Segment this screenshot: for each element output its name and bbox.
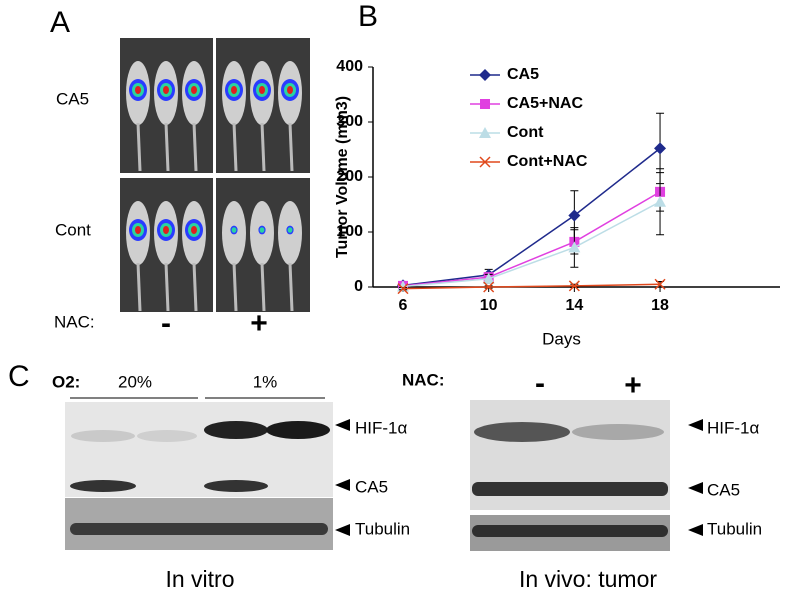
- band-label: Tubulin: [707, 519, 762, 538]
- panel-label: B: [358, 0, 378, 33]
- mouse-tail: [136, 122, 142, 172]
- legend-label: Cont+NAC: [507, 153, 588, 170]
- mouse-tail: [260, 262, 266, 312]
- legend-label: Cont: [507, 124, 544, 141]
- legend-marker: [480, 99, 490, 109]
- nac-value: -: [161, 307, 171, 340]
- mouse-tail: [192, 262, 198, 312]
- condition-label: NAC:: [402, 370, 445, 389]
- band-label: HIF-1α: [707, 418, 760, 437]
- signal: [135, 86, 141, 94]
- marker: [483, 281, 495, 293]
- nac-label: NAC:: [54, 312, 95, 331]
- mouse-tail: [232, 122, 238, 172]
- series-line: [402, 191, 661, 287]
- marker: [568, 280, 580, 292]
- legend-label: CA5: [507, 66, 539, 83]
- mouse-tail: [260, 122, 266, 172]
- arrows: [335, 419, 703, 536]
- signal: [163, 86, 169, 94]
- condition: -: [535, 367, 545, 400]
- row-label: Cont: [55, 220, 91, 239]
- row-label: CA5: [56, 89, 89, 108]
- signal: [135, 226, 141, 234]
- x-tick-label: 6: [399, 297, 408, 314]
- band-label: CA5: [355, 477, 388, 496]
- legend-marker: [479, 69, 491, 81]
- signal: [259, 86, 265, 94]
- signal: [191, 226, 197, 234]
- mouse-tail: [288, 122, 294, 172]
- blot-in-vitro: [65, 402, 333, 550]
- marker: [482, 272, 495, 284]
- band-label: Tubulin: [355, 519, 410, 538]
- y-tick-label: 400: [336, 58, 363, 75]
- x-tick-label: 14: [565, 297, 583, 314]
- x-tick-label: 18: [651, 297, 669, 314]
- marker: [568, 209, 581, 222]
- caption: In vitro: [165, 566, 234, 592]
- mouse-tail: [164, 122, 170, 172]
- signal: [231, 86, 237, 94]
- panel-label: C: [8, 360, 30, 393]
- band-label: HIF-1α: [355, 418, 408, 437]
- signal: [163, 226, 169, 234]
- blot-in-vivo: [470, 400, 670, 551]
- signal: [259, 227, 265, 233]
- signal: [231, 227, 237, 233]
- mouse-tail: [232, 262, 238, 312]
- panel-label: A: [50, 6, 70, 39]
- signal: [191, 86, 197, 94]
- mouse-tail: [136, 262, 142, 312]
- caption: In vivo: tumor: [519, 566, 657, 592]
- nac-value: +: [250, 307, 268, 340]
- marker: [654, 195, 667, 207]
- y-axis-label: Tumor Volume (mm3): [334, 96, 351, 258]
- legend-marker: [479, 156, 491, 168]
- band-label: CA5: [707, 480, 740, 499]
- legend-label: CA5+NAC: [507, 95, 583, 112]
- x-axis-label: Days: [542, 329, 581, 348]
- mice: [126, 61, 302, 312]
- y-tick-label: 200: [336, 168, 363, 185]
- y-tick-label: 300: [336, 113, 363, 130]
- condition: 20%: [118, 372, 152, 391]
- series-line: [402, 283, 661, 290]
- signal: [287, 86, 293, 94]
- y-tick-label: 100: [336, 223, 363, 240]
- mouse-tail: [192, 122, 198, 172]
- marker: [654, 278, 666, 290]
- series-line: [402, 147, 661, 287]
- mouse-tail: [164, 262, 170, 312]
- condition: +: [624, 369, 642, 402]
- signal: [287, 227, 293, 233]
- marker: [397, 283, 409, 295]
- marker: [568, 241, 581, 253]
- marker: [654, 142, 667, 155]
- series-line: [402, 201, 661, 288]
- y-tick-label: 0: [354, 278, 363, 295]
- x-tick-label: 10: [480, 297, 498, 314]
- mouse-tail: [288, 262, 294, 312]
- chart: 0 100 200 300 400 6 10 14 18 Days Tumor Volume (mm…: [334, 58, 780, 348]
- condition-label: O2:: [52, 372, 80, 391]
- legend-marker: [479, 127, 491, 138]
- condition: 1%: [253, 372, 278, 391]
